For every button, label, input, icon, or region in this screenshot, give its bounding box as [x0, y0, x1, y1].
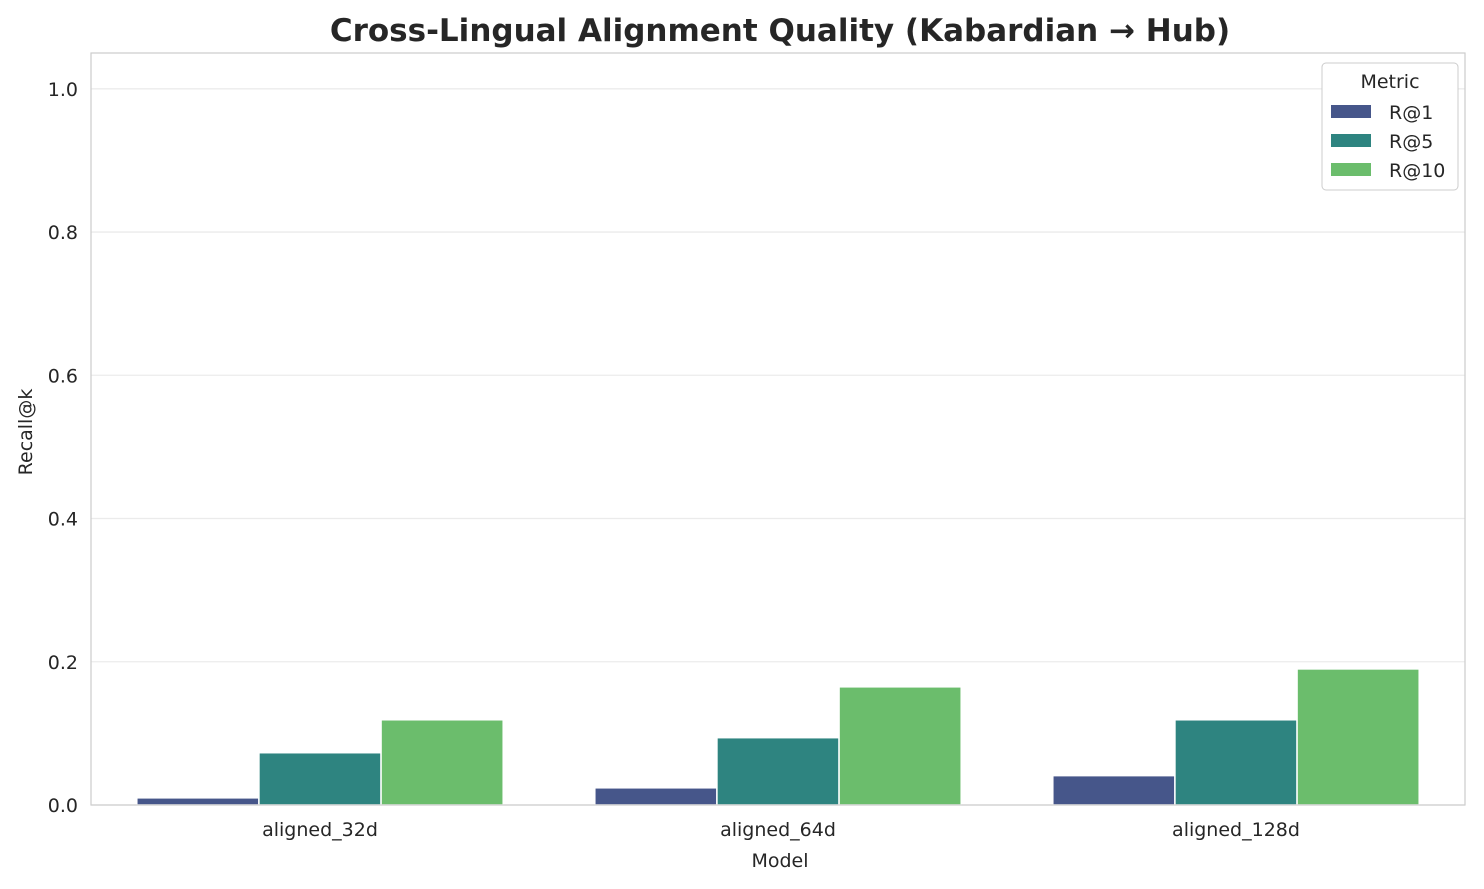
bar-r10: [1296, 668, 1420, 806]
bar-r5: [1174, 719, 1298, 806]
legend-swatch: [1331, 134, 1371, 147]
x-axis-label: Model: [751, 850, 808, 872]
bar-r5: [258, 751, 382, 806]
bar-r1: [1052, 774, 1176, 806]
x-tick-label: aligned_64d: [720, 819, 836, 841]
y-axis-label: Recall@k: [15, 389, 37, 476]
x-tick-label: aligned_32d: [262, 819, 378, 841]
legend-label: R@10: [1389, 160, 1445, 182]
bar-r10: [380, 719, 504, 806]
plot-frame: [90, 52, 1466, 806]
legend-swatch: [1331, 105, 1371, 118]
legend-swatch: [1331, 163, 1371, 176]
legend-label: R@1: [1389, 102, 1433, 124]
y-tick-label: 0.2: [48, 652, 78, 674]
y-tick-label: 0.8: [48, 222, 78, 244]
bar-r5: [716, 736, 840, 806]
bar-r10: [838, 686, 962, 806]
y-tick-label: 0.6: [48, 365, 78, 387]
bar-r1: [136, 797, 260, 806]
legend-title: Metric: [1360, 71, 1419, 93]
y-tick-label: 0.4: [48, 509, 78, 531]
y-tick-label: 0.0: [48, 795, 78, 817]
chart-title: Cross-Lingual Alignment Quality (Kabardi…: [330, 13, 1230, 49]
legend-frame: [1321, 62, 1459, 191]
legend-label: R@5: [1389, 131, 1433, 153]
y-tick-label: 1.0: [48, 79, 78, 101]
legend: Metric R@1 R@5 R@10: [1321, 62, 1459, 191]
x-tick-label: aligned_128d: [1172, 819, 1300, 841]
bar-r1: [594, 787, 718, 806]
